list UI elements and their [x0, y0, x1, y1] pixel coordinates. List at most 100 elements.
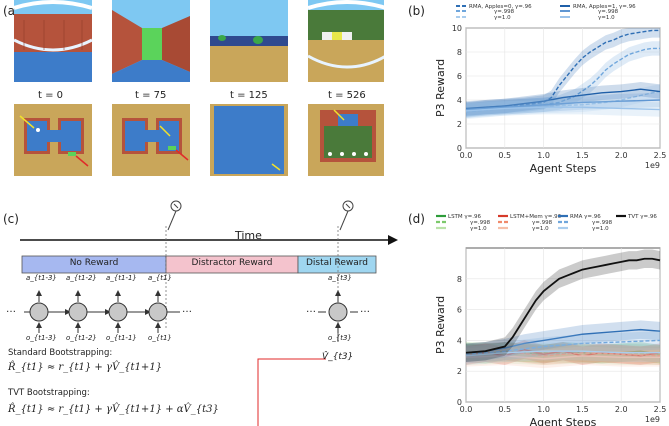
- plot-frame: [465, 247, 661, 403]
- action-label-t3: a_{t3}: [328, 274, 352, 282]
- y-tick-label: 6: [457, 306, 462, 315]
- view-frame-t75: [112, 0, 190, 82]
- dots-mid: …: [182, 304, 192, 315]
- segment-label-distal: Distal Reward: [305, 258, 369, 268]
- series-band: [466, 341, 660, 366]
- series-line: [465, 355, 660, 360]
- series-line: [465, 328, 661, 354]
- series-band: [466, 41, 660, 119]
- x-tick-label: 0.0: [460, 151, 473, 160]
- top-down-views: [14, 104, 386, 178]
- action-label-1: a_{t1-3}: [26, 274, 57, 282]
- x-tick-label: 0.5: [498, 405, 511, 414]
- map-frame-t526: [308, 104, 386, 176]
- x-tick-label: 2.5: [654, 405, 667, 414]
- chart-d: 0.0 0.5 1.0 1.5 2.0 2.5 0 2 4 6 8 Agent Steps P3 Rew…: [434, 214, 667, 426]
- x-tick-label: 1.5: [576, 151, 589, 160]
- x-axis-label: Agent Steps: [530, 162, 597, 175]
- legend-label: γ=1.0: [494, 15, 511, 21]
- y-tick-label: 2: [457, 367, 462, 376]
- dots-right-b: …: [360, 304, 370, 315]
- series-line: [465, 339, 661, 355]
- legend-label: γ=1.0: [592, 226, 609, 232]
- dots-left: …: [6, 304, 16, 315]
- obs-label-t3: o_{t3}: [328, 334, 352, 342]
- series-band: [466, 84, 660, 120]
- segment-distal: [297, 255, 377, 274]
- map-frame-t75: [112, 104, 190, 176]
- series-line: [465, 88, 661, 110]
- time-label: Time: [235, 229, 262, 242]
- map-frame-t0: [14, 104, 92, 176]
- y-axis-label: P3 Reward: [434, 59, 447, 117]
- rnn-chain: [24, 290, 358, 342]
- plot-frame: [465, 27, 661, 149]
- series-line: [465, 29, 660, 111]
- x-tick-label: 0.5: [498, 151, 511, 160]
- x-tick-label: 2.0: [615, 405, 628, 414]
- chart-b: 0.0 0.5 1.0 1.5 2.0 2.5 0 2 4 6 8 10 Agent Steps P3 R…: [434, 4, 666, 175]
- series-band: [466, 92, 660, 117]
- y-tick-label: 4: [457, 96, 462, 105]
- y-tick-label: 2: [457, 120, 462, 129]
- bootstrap-arrow: [257, 358, 326, 426]
- rnn-cell-2: [68, 302, 88, 322]
- obs-label-1: o_{t1-3}: [26, 334, 57, 342]
- y-tick-label: 8: [457, 48, 462, 57]
- first-person-views: [13, 0, 387, 88]
- timeline-diagram: [20, 200, 398, 426]
- legend-label: RMA, Apples=1, γ=.96: [573, 4, 636, 10]
- x-tick-label: 1.0: [537, 151, 550, 160]
- legend-label: γ=.998: [592, 220, 613, 226]
- panel-d-label: (d): [408, 212, 425, 226]
- obs-label-4: o_{t1}: [148, 334, 172, 342]
- series-band: [466, 100, 660, 118]
- y-tick-label: 0: [457, 144, 462, 153]
- y-tick-label: 10: [452, 24, 462, 33]
- series-line: [465, 350, 661, 355]
- series-line: [465, 99, 661, 111]
- value-label-t3: V̂_{t3}: [322, 352, 354, 362]
- action-label-2: a_{t1-2}: [66, 274, 97, 282]
- view-frame-t526: [307, 0, 387, 82]
- rnn-cell-1: [29, 302, 49, 322]
- first-person-views-svg: [13, 0, 387, 82]
- panel-c-label: (c): [3, 212, 19, 226]
- time-label-0: t = 0: [38, 90, 64, 101]
- tvt-bootstrap-eq: R̂_{t1} ≈ r_{t1} + γV̂_{t1+1} + αV̂_{t3}: [8, 404, 219, 415]
- y-tick-label: 0: [457, 398, 462, 407]
- series-band: [466, 341, 660, 364]
- legend-label: LSTM γ=.96: [448, 214, 482, 220]
- obs-label-3: o_{t1-1}: [106, 334, 137, 342]
- segment-label-distractor: Distractor Reward: [191, 258, 273, 268]
- map-frame-t125: [210, 104, 288, 176]
- time-label-3: t = 526: [328, 90, 366, 101]
- action-label-4: a_{t1}: [148, 274, 172, 282]
- legend-label: γ=1.0: [532, 226, 549, 232]
- series-band: [466, 331, 660, 364]
- series-line: [465, 350, 660, 357]
- legend-label: LSTM+Mem γ=.96: [510, 214, 562, 220]
- memory-hook-icon-t3: [339, 200, 354, 231]
- series-line: [465, 106, 661, 112]
- obs-label-2: o_{t1-2}: [66, 334, 97, 342]
- x-tick-label: 1.5: [576, 405, 589, 414]
- time-arrowhead: [388, 235, 398, 245]
- x-axis-label: Agent Steps: [530, 416, 597, 426]
- legend-label: γ=.998: [598, 9, 619, 15]
- legend-label: RMA γ=.96: [570, 214, 601, 220]
- rnn-cell-t3: [328, 302, 348, 322]
- series-band: [466, 341, 660, 364]
- legend-label: γ=.998: [532, 220, 553, 226]
- rnn-cell-4: [148, 302, 168, 322]
- legend-label: γ=.998: [470, 220, 491, 226]
- standard-bootstrap-eq: R̂_{t1} ≈ r_{t1} + γV̂_{t1+1}: [8, 362, 163, 373]
- memory-hook-icon-t1: [167, 200, 182, 231]
- x-tick-label: 1.0: [537, 405, 550, 414]
- top-down-views-svg: [14, 104, 386, 176]
- legend-label: TVT γ=.96: [627, 214, 657, 220]
- x-tick-label: 2.0: [615, 151, 628, 160]
- y-axis-label: P3 Reward: [434, 296, 447, 354]
- series-band: [466, 320, 660, 362]
- y-tick-label: 6: [457, 72, 462, 81]
